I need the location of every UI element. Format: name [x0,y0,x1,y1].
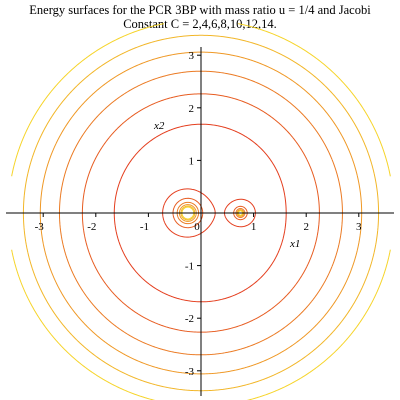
y-axis-label: x2 [153,120,165,132]
chart-title-line-1: Energy surfaces for the PCR 3BP with mas… [29,3,371,17]
x-tick-label: -2 [87,221,96,233]
x-tick-label: -3 [35,221,45,233]
contour-level-8 [58,70,343,356]
tick-group: -3 -2 -1 0 1 2 3 -3 -2 -1 1 2 3 [35,50,362,378]
contour-level-12 [22,34,380,392]
contour-level-14 [11,23,391,400]
x-tick-label: 1 [251,221,257,233]
axes-group [6,47,394,396]
contour-group [11,23,391,400]
x-tick-label: 3 [356,221,362,233]
x-tick-label: -1 [140,221,149,233]
y-tick-label: -1 [185,261,194,273]
chart-title-line-2: Constant C = 2,4,6,8,10,12,14. [123,17,277,31]
x-axis-label: x1 [289,238,300,250]
x-tick-label: 0 [194,221,200,233]
y-tick-label: 3 [189,50,195,62]
y-tick-label: 2 [189,103,195,115]
y-tick-label: -2 [185,313,194,325]
contour-level-10 [39,51,363,375]
y-tick-label: 1 [189,155,195,167]
x-tick-label: 2 [303,221,309,233]
contour-level-4 [113,123,287,303]
y-tick-label: -3 [185,366,195,378]
chart-title: Energy surfaces for the PCR 3BP with mas… [0,3,400,31]
